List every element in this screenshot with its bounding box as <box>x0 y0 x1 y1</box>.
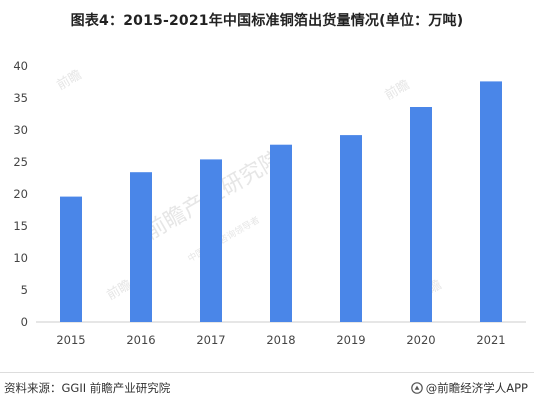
x-tick-label: 2020 <box>406 333 435 347</box>
bar-2021 <box>480 81 502 323</box>
watermark-subtext: 中国产业咨询领导者 <box>186 214 262 265</box>
x-tick-label: 2018 <box>266 333 295 347</box>
bar-2018 <box>270 144 292 322</box>
x-tick-label: 2016 <box>126 333 155 347</box>
bar-2016 <box>130 172 152 322</box>
x-tick-label: 2019 <box>336 333 365 347</box>
y-tick-label: 0 <box>21 315 28 329</box>
y-tick-label: 35 <box>13 91 28 105</box>
bar-2015 <box>60 196 82 322</box>
y-axis-ticks: 0 5 10 15 20 25 30 35 40 <box>13 59 28 329</box>
y-tick-label: 25 <box>13 155 28 169</box>
bar-2019 <box>340 135 362 322</box>
x-tick-label: 2017 <box>196 333 225 347</box>
watermark-layer: 前瞻前瞻前瞻产业研究院前瞻前瞻中国产业咨询领导者 <box>54 67 445 304</box>
watermark-text: 前瞻 <box>382 77 413 104</box>
bar-2017 <box>200 159 222 322</box>
bar-chart: 前瞻前瞻前瞻产业研究院前瞻前瞻中国产业咨询领导者 051015202530354… <box>13 59 526 347</box>
bar-2020 <box>410 107 432 322</box>
brand-label: @前瞻经济学人APP <box>410 380 528 396</box>
y-tick-label: 10 <box>13 251 28 265</box>
y-tick-label: 20 <box>13 187 28 201</box>
chart-title: 图表4：2015-2021年中国标准铜箔出货量情况(单位：万吨) <box>70 13 464 29</box>
brand-text: @前瞻经济学人APP <box>425 381 528 395</box>
bars-group <box>60 81 502 323</box>
watermark-text: 前瞻 <box>54 67 85 94</box>
brand-logo-icon <box>410 382 423 394</box>
y-tick-label: 40 <box>13 59 28 73</box>
y-tick-label: 5 <box>21 283 28 297</box>
x-tick-label: 2015 <box>56 333 85 347</box>
y-tick-label: 15 <box>13 219 28 233</box>
footer: 资料来源：GGII 前瞻产业研究院 @前瞻经济学人APP <box>0 372 534 401</box>
y-tick-label: 30 <box>13 123 28 137</box>
x-axis-ticks: 2015 2016 2017 2018 2019 2020 2021 <box>56 333 505 347</box>
watermark-text: 前瞻 <box>104 277 135 304</box>
source-note: 资料来源：GGII 前瞻产业研究院 <box>4 381 171 395</box>
x-tick-label: 2021 <box>476 333 505 347</box>
